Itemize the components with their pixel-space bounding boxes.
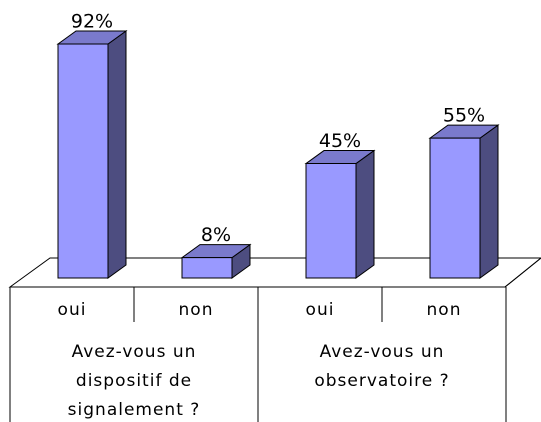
bar-side	[479, 124, 499, 279]
value-label: 45%	[319, 130, 361, 152]
value-label: 55%	[443, 105, 485, 127]
bar	[428, 124, 500, 279]
group-label: Avez-vous un observatoire ?	[314, 342, 450, 391]
x-tick-label: non	[179, 300, 214, 320]
bar-side	[107, 30, 127, 279]
bar	[180, 243, 252, 279]
bar-front	[429, 137, 481, 279]
bar	[304, 149, 376, 279]
value-label: 8%	[201, 224, 231, 246]
x-tick-label: non	[427, 300, 462, 320]
table-lines	[9, 257, 541, 422]
bar-side	[355, 149, 375, 279]
floor	[8, 257, 541, 288]
bar-front	[305, 163, 357, 279]
bar-front	[181, 257, 233, 279]
group-label: Avez-vous un dispositif de signalement ?	[67, 342, 201, 420]
bar-front	[57, 43, 109, 279]
x-tick-label: oui	[58, 300, 87, 320]
value-label: 92%	[71, 11, 113, 33]
bar	[56, 30, 128, 279]
x-tick-label: oui	[306, 300, 335, 320]
